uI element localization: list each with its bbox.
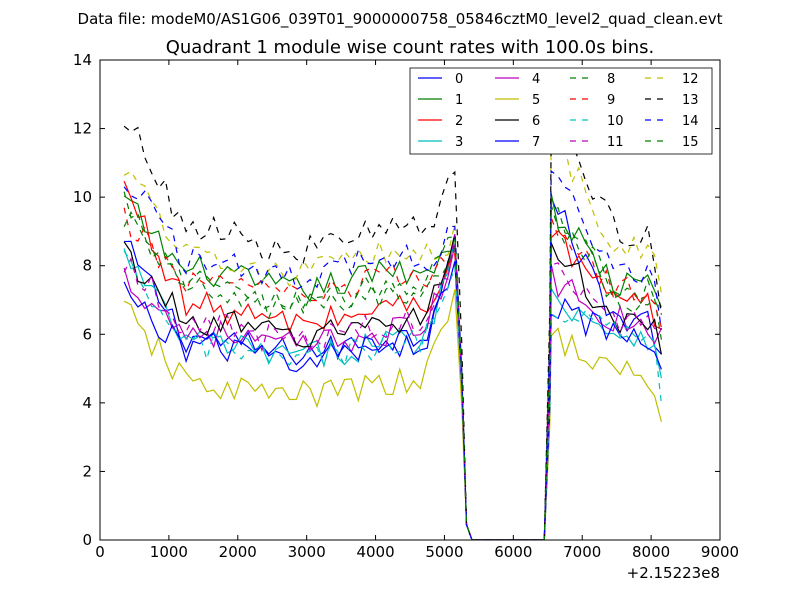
x-tick-label: 4000 [356, 543, 394, 561]
x-tick-label: 1000 [150, 543, 188, 561]
legend-frame [409, 67, 713, 155]
series-line-11 [123, 234, 662, 540]
series-line-5 [123, 289, 662, 540]
y-tick-label: 12 [73, 120, 92, 138]
legend-label-15: 15 [682, 135, 699, 150]
plot-frame [99, 59, 721, 541]
series-line-8 [123, 191, 662, 540]
x-offset-label: +2.15223e8 [627, 564, 720, 582]
series-layer [123, 116, 662, 540]
x-tick-label: 5000 [425, 543, 463, 561]
legend-label-0: 0 [455, 72, 463, 87]
y-tick-label: 14 [73, 51, 92, 69]
x-tick-label: 8000 [632, 543, 670, 561]
legend-label-13: 13 [682, 93, 699, 108]
y-tick-label: 0 [82, 531, 92, 549]
series-line-2 [123, 180, 662, 540]
y-tick-label: 10 [73, 188, 92, 206]
x-tick-label: 9000 [701, 543, 739, 561]
series-line-4 [123, 245, 662, 540]
legend-label-8: 8 [607, 72, 615, 87]
x-tick-label: 7000 [563, 543, 601, 561]
series-line-7 [123, 261, 662, 540]
x-axis: 0 1000 2000 3000 4000 5000 6000 7000 8000 9000 [95, 60, 739, 561]
y-tick-label: 2 [82, 462, 92, 480]
series-line-3 [123, 235, 662, 540]
x-tick-label: 0 [95, 543, 105, 561]
legend-label-10: 10 [607, 114, 624, 129]
legend-label-12: 12 [682, 72, 699, 87]
series-line-14 [123, 169, 662, 540]
legend-label-6: 6 [532, 114, 540, 129]
series-line-1 [123, 193, 662, 540]
legend-label-2: 2 [455, 114, 463, 129]
legend-label-5: 5 [532, 93, 540, 108]
legend-label-4: 4 [532, 72, 540, 87]
series-line-6 [123, 234, 662, 540]
suptitle: Data file: modeM0/AS1G06_039T01_90000007… [78, 10, 723, 29]
chart-title: Quadrant 1 module wise count rates with … [166, 37, 655, 58]
legend-label-11: 11 [607, 135, 624, 150]
legend-label-14: 14 [682, 114, 699, 129]
x-tick-label: 3000 [288, 543, 326, 561]
legend-label-3: 3 [455, 135, 463, 150]
legend-label-9: 9 [607, 93, 615, 108]
series-line-15 [123, 204, 662, 540]
legend-label-7: 7 [532, 135, 540, 150]
series-line-10 [123, 250, 662, 540]
x-tick-label: 2000 [219, 543, 257, 561]
y-tick-label: 4 [82, 394, 92, 412]
legend-label-1: 1 [455, 93, 463, 108]
y-tick-label: 6 [82, 325, 92, 343]
x-tick-label: 6000 [494, 543, 532, 561]
y-tick-label: 8 [82, 257, 92, 275]
